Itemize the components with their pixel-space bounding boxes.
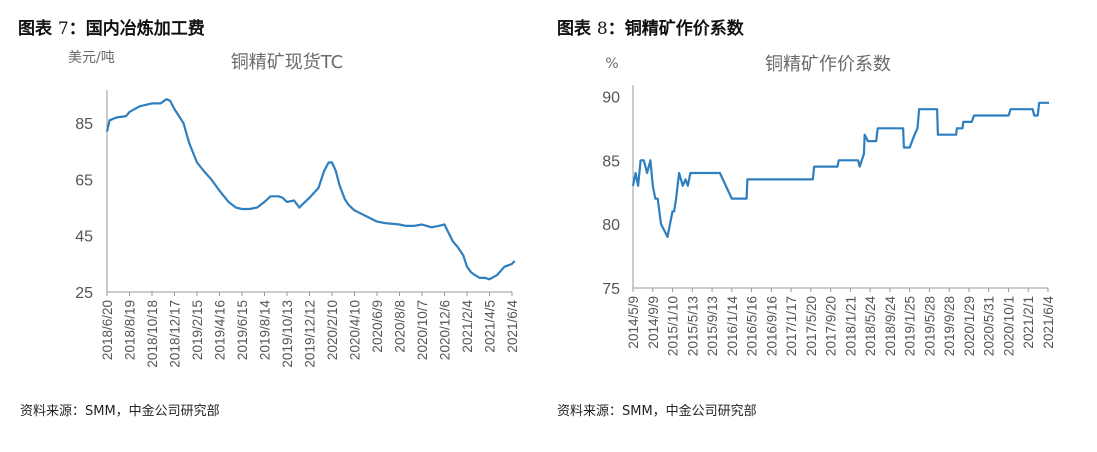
chart-tc-y-tick-label: 65 — [75, 172, 93, 189]
chart-tc: 美元/吨 铜精矿现货TC 25 45 65 85 2018/6/20 2018/8/19 2… — [68, 50, 520, 368]
figure-8-title: 铜精矿作价系数 — [624, 19, 744, 39]
chart-coef-x-tick-label: 2016/5/16 — [745, 296, 760, 356]
chart-tc-x-tick-label: 2019/10/13 — [280, 300, 295, 368]
chart-coef-x-tick-label: 2021/2/1 — [1021, 296, 1036, 349]
chart-coef-x-tick-label: 2019/1/25 — [903, 296, 918, 356]
chart-tc-x-tick-label: 2020/6/9 — [370, 300, 385, 353]
chart-tc-title: 铜精矿现货TC — [231, 52, 344, 73]
chart-tc-y-tick-label: 85 — [75, 116, 93, 133]
chart-coef-x-tick-label: 2014/9/9 — [646, 296, 661, 349]
figure-7-label: 图表 — [18, 19, 52, 39]
chart-tc-y-tick-label: 45 — [75, 229, 93, 246]
figure-7-colon: ： — [68, 19, 86, 39]
figure-7-number: 7 — [57, 19, 69, 39]
chart-coef-x-tick-label: 2019/5/28 — [922, 296, 937, 356]
chart-coef-x-tick-label: 2020/1/29 — [962, 296, 977, 356]
chart-tc-x-tick-label: 2021/4/5 — [483, 300, 498, 353]
chart-coef-x-tick-label: 2016/9/16 — [764, 296, 779, 356]
chart-tc-x-tick-label: 2019/8/14 — [258, 300, 273, 361]
chart-coef-x-tick-label: 2019/9/28 — [942, 296, 957, 356]
chart-tc-x-tick-label: 2018/6/20 — [100, 300, 115, 360]
chart-tc-x-tick-label: 2021/2/4 — [460, 300, 475, 353]
chart-coef-x-tick-label: 2018/5/24 — [863, 296, 878, 357]
figure-7-title: 国内冶炼加工费 — [85, 19, 205, 39]
chart-tc-x-tick-label: 2019/6/15 — [235, 300, 250, 360]
chart-coef-x-tick-label: 2020/10/1 — [1001, 296, 1016, 356]
chart-coef-x-tick-label: 2014/5/9 — [626, 296, 641, 349]
chart-coef-unit-label: % — [605, 56, 618, 72]
chart-coef-x-tick-label: 2017/9/20 — [824, 296, 839, 356]
chart-coef-x-tick-label: 2021/6/4 — [1041, 296, 1056, 349]
chart-coef-y-tick-label: 80 — [602, 217, 620, 234]
chart-tc-x-tick-label: 2020/2/10 — [325, 300, 340, 360]
chart-tc-x-tick-label: 2018/12/17 — [168, 300, 183, 368]
chart-tc-x-tick-label: 2020/8/8 — [393, 300, 408, 353]
chart-coef-x-tick-label: 2018/9/24 — [883, 296, 898, 357]
chart-coef-x-tick-label: 2018/1/21 — [843, 296, 858, 356]
chart-coef-series-line — [631, 101, 1050, 238]
chart-coef-x-tick-label: 2017/5/20 — [804, 296, 819, 356]
chart-coef-y-tick-label: 90 — [602, 89, 620, 106]
chart-tc-x-tick-label: 2019/12/12 — [303, 300, 318, 368]
figure-8-label: 图表 — [557, 19, 591, 39]
chart-coef-x-tick-label: 2016/1/14 — [725, 296, 740, 357]
chart-tc-x-tick-label: 2019/4/16 — [213, 300, 228, 360]
figure-8-source: 资料来源：SMM，中金公司研究部 — [557, 404, 757, 419]
chart-tc-y-tick-label: 25 — [75, 285, 93, 302]
chart-coef-y-tick-label: 85 — [602, 153, 620, 170]
chart-coef-x-tick-label: 2015/1/10 — [666, 296, 681, 356]
chart-tc-series-line — [105, 98, 516, 281]
figure-8-number: 8 — [596, 19, 608, 39]
chart-tc-x-tick-label: 2019/2/15 — [190, 300, 205, 360]
chart-tc-x-tick-label: 2018/8/19 — [123, 300, 138, 360]
chart-coef: % 铜精矿作价系数 75 80 85 90 2014/5/9 2014/9/9 2015/1… — [602, 54, 1056, 356]
chart-coef-x-tick-label: 2015/5/13 — [685, 296, 700, 356]
chart-coef-x-tick-label: 2020/5/31 — [982, 296, 997, 356]
chart-tc-unit-label: 美元/吨 — [68, 50, 115, 66]
figure-8-heading: 图表 8：铜精矿作价系数 — [557, 14, 744, 39]
chart-coef-x-tick-label: 2015/9/13 — [705, 296, 720, 356]
chart-tc-x-tick-label: 2020/10/7 — [415, 300, 430, 360]
chart-tc-x-tick-label: 2020/4/10 — [348, 300, 363, 360]
chart-coef-x-tick-label: 2017/1/17 — [784, 296, 799, 356]
figure-7-source: 资料来源：SMM，中金公司研究部 — [20, 404, 220, 419]
chart-coef-y-tick-label: 75 — [602, 281, 620, 298]
figure-7-heading: 图表 7：国内冶炼加工费 — [18, 14, 205, 39]
figure-8-colon: ： — [607, 19, 625, 39]
chart-tc-x-tick-label: 2020/12/6 — [438, 300, 453, 360]
chart-tc-x-tick-label: 2021/6/4 — [505, 300, 520, 353]
chart-tc-x-tick-label: 2018/10/18 — [145, 300, 160, 368]
chart-coef-title: 铜精矿作价系数 — [765, 54, 891, 75]
